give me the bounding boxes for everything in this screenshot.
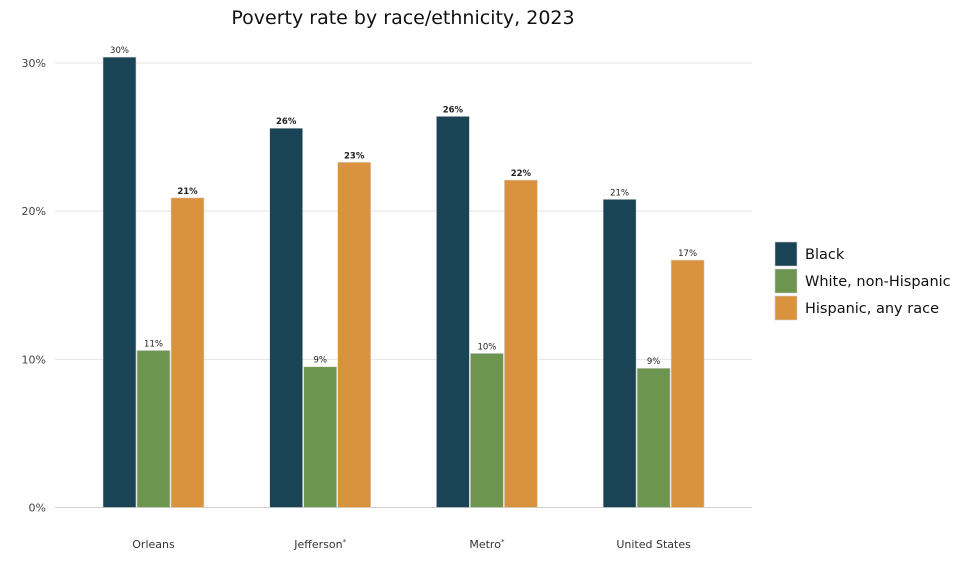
y-tick-label: 0% [29,502,46,515]
bar-black-united-states [602,199,637,508]
data-label: 9% [647,357,661,367]
bar-white-non-hispanic-orleans [136,350,171,508]
bar-hispanic-any-race-jefferson [337,161,372,508]
legend-label: White, non-Hispanic [805,274,951,290]
data-label: 30% [110,46,129,56]
x-tick-label: Jefferson* [293,538,346,551]
data-label: 23% [344,151,365,161]
data-labels: 30% 11% 21% 26% 9% 23% 26% 10% 22% 21% 9% 17% [110,46,697,367]
bar-hispanic-any-race-orleans [170,197,205,508]
data-label: 9% [313,356,327,366]
data-label: 17% [678,249,697,259]
bar-hispanic-any-race-united-states [670,259,705,508]
data-label: 10% [477,342,496,352]
bar-white-non-hispanic-metro [470,353,504,508]
bars [102,56,705,508]
bar-white-non-hispanic-jefferson [303,366,338,508]
bar-black-jefferson [269,127,304,508]
data-label: 21% [177,187,198,197]
legend-label: Hispanic, any race [805,301,939,317]
bar-white-non-hispanic-united-states [636,367,671,508]
x-tick-label: United States [616,538,691,551]
y-axis-ticks: 0% 10% 20% 30% [22,57,46,515]
bar-hispanic-any-race-metro [504,179,538,508]
legend: Black White, non-Hispanic Hispanic, any ra… [774,241,951,321]
x-axis-ticks: Orleans Jefferson* Metro* United States [132,538,691,551]
legend-swatch [774,268,798,294]
data-label: 22% [511,169,532,179]
data-label: 26% [443,105,464,115]
y-tick-label: 20% [22,205,46,218]
data-label: 21% [610,188,629,198]
bar-black-metro [436,116,470,508]
legend-swatch [774,241,798,267]
y-tick-label: 30% [22,57,46,70]
data-label: 11% [144,339,163,349]
data-label: 26% [276,117,297,127]
chart-title: Poverty rate by race/ethnicity, 2023 [231,7,574,29]
bar-black-orleans [102,56,137,508]
x-tick-label: Orleans [132,538,175,551]
legend-swatch [774,295,798,321]
legend-label: Black [805,247,845,263]
x-tick-label: Metro* [469,538,505,551]
y-tick-label: 10% [22,353,46,366]
